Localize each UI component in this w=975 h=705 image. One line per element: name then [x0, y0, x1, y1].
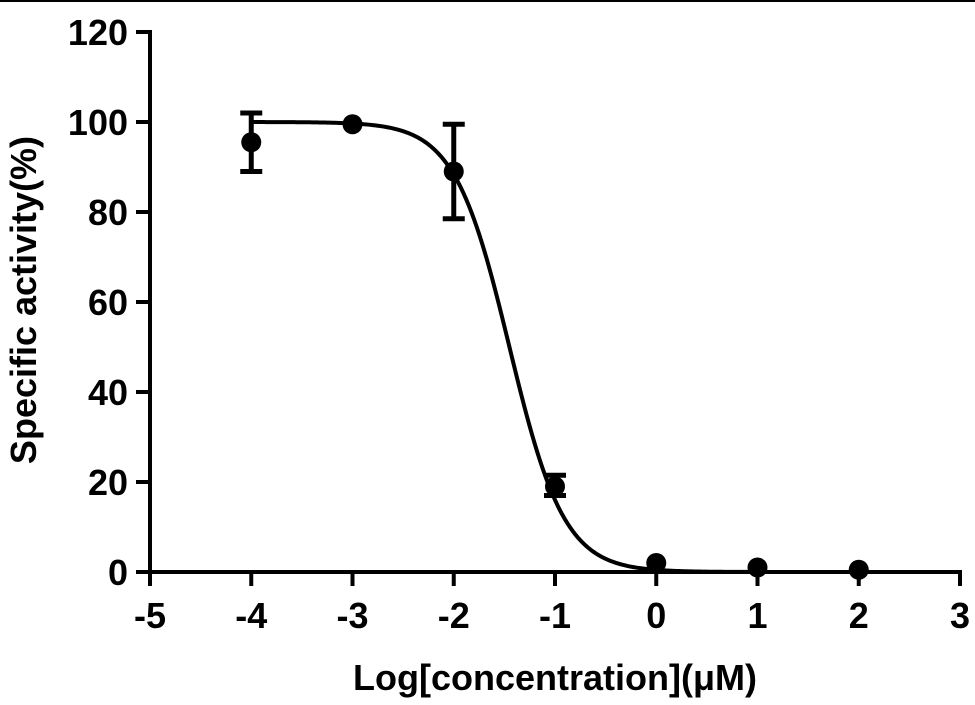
y-tick-label: 120: [68, 12, 128, 53]
y-tick-label: 60: [88, 282, 128, 323]
fit-curve-group: [251, 120, 859, 574]
data-point: [443, 161, 464, 182]
x-tick-label: -1: [539, 595, 571, 636]
x-tick-label: 2: [849, 595, 869, 636]
x-tick-label: -4: [235, 595, 267, 636]
data-point: [848, 559, 869, 580]
x-tick-label: 0: [646, 595, 666, 636]
y-axis-label: Specific activity(%): [3, 136, 44, 464]
data-point: [241, 132, 262, 153]
error-bars: [240, 110, 566, 498]
y-tick-label: 100: [68, 102, 128, 143]
x-axis-label: Log[concentration](μM): [353, 657, 757, 698]
y-tick-label: 40: [88, 372, 128, 413]
x-tick-label: 3: [950, 595, 970, 636]
x-tick-label: -2: [438, 595, 470, 636]
y-tick-label: 20: [88, 462, 128, 503]
data-point: [646, 553, 667, 573]
top-border-line: [0, 0, 975, 2]
x-tick-label: -3: [336, 595, 368, 636]
y-tick-label: 80: [88, 192, 128, 233]
x-tick-label: -5: [134, 595, 166, 636]
fit-curve: [251, 120, 859, 574]
x-ticks: -5 -4 -3 -2 -1 0 1 2 3: [134, 572, 970, 636]
data-point: [545, 476, 565, 497]
data-point: [342, 114, 363, 135]
data-points: [241, 114, 869, 580]
y-tick-label: 0: [108, 552, 128, 593]
x-tick-label: 1: [747, 595, 767, 636]
y-ticks: 0 20 40 60 80 100 120: [68, 12, 150, 593]
data-point: [747, 557, 768, 578]
